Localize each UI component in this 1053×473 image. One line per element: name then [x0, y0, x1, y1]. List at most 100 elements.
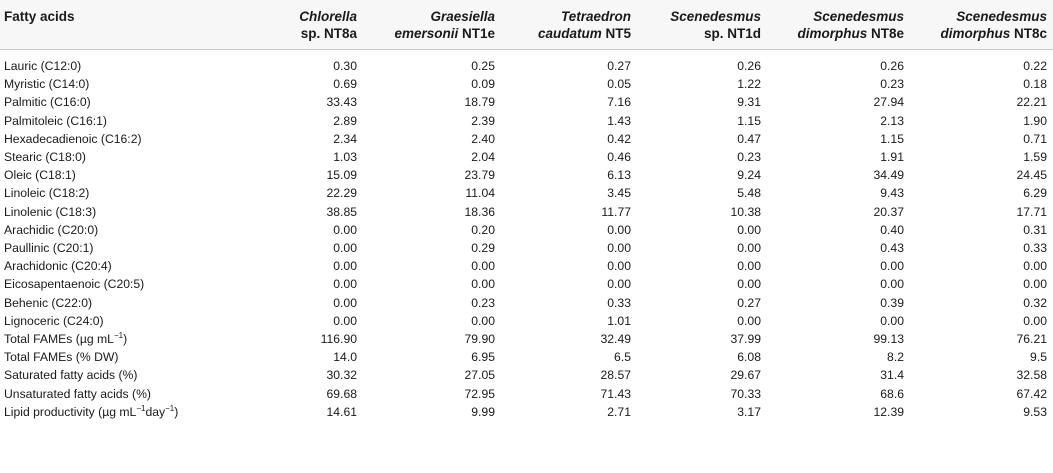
strain-code: NT8c — [1010, 26, 1047, 41]
table-cell: 99.13 — [873, 332, 905, 347]
table-row: Saturated fatty acids (%) 30.32 27.05 28.57… — [0, 366, 1053, 384]
table-cell: 32.49 — [600, 332, 632, 347]
species-genus: Tetraedron — [560, 9, 631, 24]
table-cell: 76.21 — [1016, 332, 1048, 347]
table-cell: 0.18 — [1023, 77, 1047, 92]
row-label: Unsaturated fatty acids (%) — [4, 386, 151, 401]
table-cell: 0.00 — [333, 277, 357, 292]
table-cell: 0.29 — [471, 241, 495, 256]
table-cell: 79.90 — [464, 332, 496, 347]
table-cell: 69.68 — [326, 386, 358, 401]
table-cell: 3.17 — [737, 404, 761, 419]
table-cell: 9.43 — [880, 186, 904, 201]
table-cell: 0.26 — [880, 59, 904, 73]
table-row: Palmitic (C16:0) 33.43 18.79 7.16 9.31 27.94 2… — [0, 93, 1053, 111]
species-strain: sp. NT8a — [300, 26, 357, 41]
table-row: Palmitoleic (C16:1) 2.89 2.39 1.43 1.15 2.13 1… — [0, 112, 1053, 130]
table-cell: 34.49 — [873, 168, 905, 183]
table-cell: 0.00 — [333, 313, 357, 328]
table-cell: 1.43 — [607, 113, 631, 128]
row-label: Stearic (C18:0) — [4, 150, 86, 165]
table-cell: 10.38 — [730, 204, 762, 219]
table-row: Lignoceric (C24:0) 0.00 0.00 1.01 0.00 0.00 0.… — [0, 312, 1053, 330]
table-cell: 5.48 — [737, 186, 761, 201]
species-genus: Scenedesmus — [813, 9, 904, 24]
column-header-chlorella: Chlorella sp. NT8a — [228, 0, 363, 50]
table-cell: 2.39 — [471, 113, 495, 128]
column-header-graesiella: Graesiella emersonii NT1e — [363, 0, 501, 50]
strain-code: NT1e — [458, 26, 495, 41]
table-cell: 116.90 — [320, 332, 357, 347]
table-cell: 0.30 — [333, 59, 357, 73]
table-cell: 0.33 — [607, 295, 631, 310]
column-header-scenedesmus-nt8e: Scenedesmus dimorphus NT8e — [767, 0, 910, 50]
column-header-scenedesmus-nt1d: Scenedesmus sp. NT1d — [637, 0, 767, 50]
table-cell: 0.26 — [737, 59, 761, 73]
table-cell: 31.4 — [880, 368, 904, 383]
table-row: Linolenic (C18:3) 38.85 18.36 11.77 10.38 20.… — [0, 203, 1053, 221]
table-cell: 0.00 — [607, 259, 631, 274]
row-label: Oleic (C18:1) — [4, 168, 76, 183]
table-cell: 0.00 — [333, 241, 357, 256]
row-label: Saturated fatty acids (%) — [4, 368, 138, 383]
row-label: Total FAMEs (% DW) — [4, 350, 119, 365]
species-genus: Graesiella — [430, 9, 495, 24]
table-row: Total FAMEs (% DW) 14.0 6.95 6.5 6.08 8.2 9.5 — [0, 348, 1053, 366]
species-strain: emersonii NT1e — [394, 26, 495, 41]
table-cell: 3.45 — [607, 186, 631, 201]
table-body: Lauric (C12:0) 0.30 0.25 0.27 0.26 0.26 0.22 My… — [0, 50, 1053, 422]
table-cell: 0.23 — [880, 77, 904, 92]
table-cell: 0.43 — [880, 241, 904, 256]
table-cell: 68.6 — [880, 386, 904, 401]
table-row: Paullinic (C20:1) 0.00 0.29 0.00 0.00 0.43 0.3… — [0, 239, 1053, 257]
table-cell: 23.79 — [464, 168, 496, 183]
table-cell: 0.00 — [737, 222, 761, 237]
table-cell: 33.43 — [326, 95, 358, 110]
row-label: Hexadecadienoic (C16:2) — [4, 131, 142, 146]
table-cell: 0.09 — [471, 77, 495, 92]
table-cell: 2.89 — [333, 113, 357, 128]
table-cell: 17.71 — [1016, 204, 1048, 219]
table-row: Lauric (C12:0) 0.30 0.25 0.27 0.26 0.26 0.22 — [0, 50, 1053, 76]
table-cell: 0.22 — [1023, 59, 1047, 73]
table-cell: 1.59 — [1023, 150, 1047, 165]
row-label: Linoleic (C18:2) — [4, 186, 90, 201]
table-cell: 9.5 — [1030, 350, 1047, 365]
table-cell: 0.27 — [607, 59, 631, 73]
table-cell: 67.42 — [1016, 386, 1048, 401]
table-cell: 22.29 — [326, 186, 358, 201]
table-cell: 0.00 — [607, 222, 631, 237]
table-row: Myristic (C14:0) 0.69 0.09 0.05 1.22 0.23 0.18 — [0, 75, 1053, 93]
column-header-fatty-acids: Fatty acids — [4, 9, 75, 24]
table-cell: 6.29 — [1023, 186, 1047, 201]
row-label: Eicosapentaenoic (C20:5) — [4, 277, 145, 292]
table-cell: 0.00 — [1023, 259, 1047, 274]
row-label: Arachidonic (C20:4) — [4, 259, 112, 274]
table-cell: 32.58 — [1016, 368, 1048, 383]
table-cell: 0.69 — [333, 77, 357, 92]
table-cell: 0.00 — [471, 313, 495, 328]
table-cell: 6.08 — [737, 350, 761, 365]
row-label: Total FAMEs (µg mL−1) — [4, 330, 128, 347]
table-cell: 0.00 — [737, 259, 761, 274]
table-cell: 0.00 — [607, 241, 631, 256]
table-cell: 0.27 — [737, 295, 761, 310]
table-cell: 71.43 — [600, 386, 632, 401]
table-cell: 0.42 — [607, 131, 631, 146]
table-cell: 6.95 — [471, 350, 495, 365]
table-cell: 14.61 — [326, 404, 358, 419]
species-genus: Scenedesmus — [670, 9, 761, 24]
table-cell: 38.85 — [326, 204, 358, 219]
table-row: Unsaturated fatty acids (%) 69.68 72.95 71.… — [0, 385, 1053, 403]
table-row: Linoleic (C18:2) 22.29 11.04 3.45 5.48 9.43 6.… — [0, 184, 1053, 202]
table-cell: 0.00 — [737, 277, 761, 292]
table-cell: 0.32 — [1023, 295, 1047, 310]
table-cell: 9.53 — [1023, 404, 1047, 419]
row-label: Behenic (C22:0) — [4, 295, 93, 310]
species-epithet: dimorphus — [940, 26, 1011, 41]
table-cell: 0.05 — [607, 77, 631, 92]
fatty-acid-table: Fatty acids Chlorella sp. NT8a Graesiella… — [0, 0, 1053, 422]
table-cell: 0.00 — [880, 277, 904, 292]
table-row: Stearic (C18:0) 1.03 2.04 0.46 0.23 1.91 1.59 — [0, 148, 1053, 166]
table-cell: 14.0 — [333, 350, 357, 365]
